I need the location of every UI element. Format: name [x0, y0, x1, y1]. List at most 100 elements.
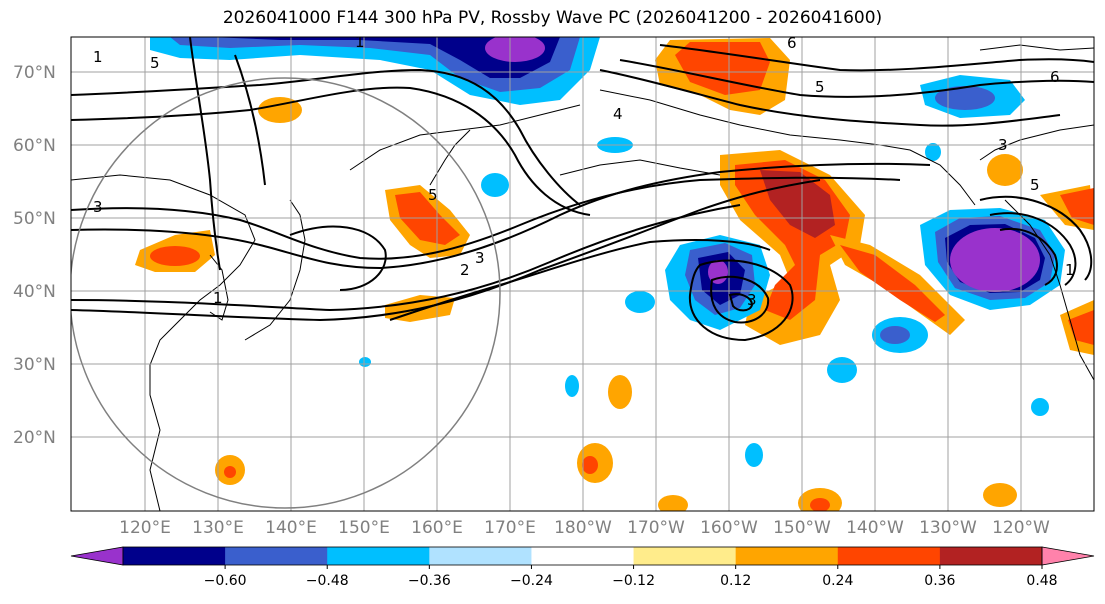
neg-anomaly-blob-7	[925, 143, 941, 161]
colorbar-segment	[225, 547, 328, 565]
neg-anomaly-blob-1-core	[880, 326, 910, 344]
lon-label: 170°W	[627, 518, 685, 538]
contour-low-2	[710, 275, 770, 324]
pos-anomaly-tail-core	[840, 245, 945, 322]
contour-label: 5	[815, 78, 825, 96]
pos-anomaly-blob-4	[658, 495, 688, 511]
lon-label: 180°W	[554, 518, 612, 538]
latitude-labels: 70°N 60°N 50°N 40°N 30°N 20°N	[13, 63, 56, 448]
contour-label: 5	[150, 54, 160, 72]
contour-label: 3	[475, 249, 485, 267]
coast-siberia	[349, 104, 581, 171]
lon-label: 130°E	[192, 518, 244, 538]
neg-anomaly-ne-core	[935, 86, 995, 110]
lon-label: 140°E	[265, 518, 317, 538]
neg-anomaly-small-north	[481, 173, 509, 197]
lon-label: 150°E	[338, 518, 390, 538]
lat-label: 30°N	[13, 355, 56, 375]
colorbar-segment	[837, 547, 941, 565]
contour-6	[599, 69, 1061, 127]
colorbar-tick-label: 0.24	[822, 573, 853, 589]
colorbar-tick-label: −0.24	[510, 573, 553, 589]
lon-label: 120°W	[992, 518, 1050, 538]
contour-west-coast-2	[989, 212, 1077, 286]
colorbar-tick-label: −0.48	[306, 573, 349, 589]
pos-anomaly-blob-6	[983, 483, 1017, 507]
neg-anomaly-blob-4	[745, 443, 763, 467]
colorbar: −0.60 −0.48 −0.36 −0.24 −0.12 0.12 0.24 0.36 0.4…	[70, 546, 1095, 589]
neg-anomaly-blob-6	[359, 357, 371, 367]
contour-label: 5	[1030, 176, 1040, 194]
pos-anomaly-blob-2-core	[582, 456, 598, 474]
contour-label: 6	[787, 34, 797, 52]
map-border	[70, 36, 1095, 512]
lat-label: 50°N	[13, 209, 56, 229]
contour-5	[71, 86, 591, 216]
contour-label: 1	[93, 48, 103, 66]
contour-west-coast-3	[999, 227, 1058, 286]
pos-anomaly-blob-5-core	[810, 498, 830, 511]
contour-3	[71, 176, 901, 260]
longitude-labels: 120°E 130°E 140°E 150°E 160°E 170°E 180°…	[119, 518, 1050, 538]
contour-nw-vertical-1	[189, 37, 221, 271]
neg-anomaly-top-min	[485, 37, 545, 62]
neg-anomaly-blob-3	[565, 375, 579, 397]
coast-aleutians	[559, 159, 721, 176]
pos-anomaly-alaska	[987, 154, 1023, 186]
map-layers: 1 1 6 5 4 6 5 3 1 3 2 3 5 1 5 3	[71, 33, 1094, 511]
colorbar-tick-label: −0.36	[408, 573, 451, 589]
coast-west-coast	[1004, 199, 1094, 381]
pv-contours	[71, 37, 1094, 342]
pos-anomaly-blob-3-core	[224, 466, 236, 478]
colorbar-extend-low	[70, 546, 124, 566]
colorbar-segment	[327, 547, 430, 565]
coast-arctic	[979, 44, 1094, 51]
colorbar-tick-label: 0.48	[1026, 573, 1057, 589]
contour-label: 1	[355, 33, 365, 51]
lon-label: 120°E	[119, 518, 171, 538]
colorbar-segment	[939, 547, 1043, 565]
lon-label: 130°W	[919, 518, 977, 538]
colorbar-segment	[123, 547, 226, 565]
coast-alaska	[599, 89, 976, 206]
contour-west-coast-1	[979, 195, 1093, 281]
lon-label: 140°W	[846, 518, 904, 538]
neg-anomaly-west-coast-min	[950, 228, 1040, 292]
colorbar-extend-high	[1041, 546, 1095, 566]
contour-label: 3	[747, 291, 757, 309]
lat-label: 60°N	[13, 136, 56, 156]
neg-anomaly-top-deep	[210, 37, 560, 78]
colorbar-segment	[531, 547, 635, 565]
contour-4	[71, 68, 581, 206]
search-radius-circle	[71, 77, 501, 509]
colorbar-tick-label: 0.36	[924, 573, 955, 589]
contour-label: 1	[1065, 261, 1075, 279]
contour-8	[659, 44, 1094, 72]
coast-asia	[71, 174, 256, 511]
contour-10	[389, 239, 771, 321]
contour-label: 1	[213, 289, 223, 307]
contour-low-1	[688, 259, 794, 342]
coast-north-america	[979, 124, 1094, 161]
contour-label: 3	[93, 198, 103, 216]
pos-anomaly-blob-1	[608, 375, 632, 409]
lon-label: 160°W	[700, 518, 758, 538]
colorbar-tick-label: −0.60	[204, 573, 247, 589]
contour-japan-loop	[289, 225, 387, 291]
pos-anomaly-japan-west-core	[150, 246, 200, 266]
colorbar-segment	[429, 547, 532, 565]
colorbar-tick-label: −0.12	[612, 573, 655, 589]
colorbar-outline	[122, 546, 1043, 566]
neg-anomaly-blob-2	[827, 357, 857, 383]
coast-japan	[244, 199, 306, 341]
lat-label: 20°N	[13, 428, 56, 448]
pv-anomaly-shading	[135, 37, 1094, 511]
lat-label: 70°N	[13, 63, 56, 83]
contour-labels: 1 1 6 5 4 6 5 3 1 3 2 3 5 1 5 3	[93, 33, 1075, 309]
contour-label: 3	[998, 136, 1008, 154]
neg-anomaly-small-c	[625, 291, 655, 313]
colorbar-segment	[633, 547, 737, 565]
contour-label: 6	[1050, 68, 1060, 86]
contour-7	[619, 59, 1094, 98]
lon-label: 150°W	[773, 518, 831, 538]
